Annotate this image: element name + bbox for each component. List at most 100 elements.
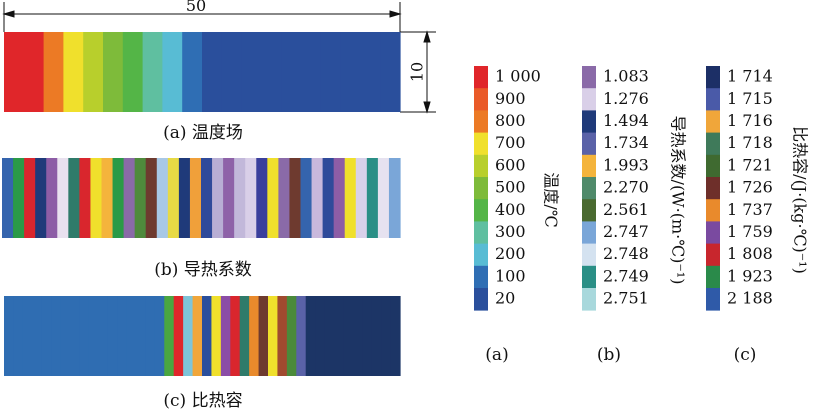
- specific-heat-band: [220, 296, 231, 376]
- conductivity-band: [24, 158, 36, 238]
- specific-heat-band: [117, 296, 128, 376]
- conductivity-band: [35, 158, 47, 238]
- conductivity-band: [355, 158, 368, 238]
- temperature-band: [63, 32, 84, 112]
- legend-title-temperature: 温度/℃: [542, 172, 561, 227]
- specific-heat-band: [136, 296, 147, 376]
- temperature-band: [360, 32, 381, 112]
- temperature-band: [142, 32, 163, 112]
- temperature-legend-swatch: [474, 243, 488, 267]
- conductivity-band: [178, 158, 191, 238]
- temperature-legend: 1 000 900 800 700 600 500 400 300 200 100 20: [474, 66, 541, 311]
- specific-heat-legend-label: 1 715: [727, 89, 773, 108]
- conductivity-band: [79, 158, 92, 238]
- conductivity-legend-label: 1.494: [603, 111, 649, 130]
- specific-heat-legend-label: 1 718: [727, 133, 773, 152]
- temperature-legend-label: 700: [495, 133, 526, 152]
- specific-heat-legend: 1 714 1 715 1 716 1 718 1 721 1 726 1 737 1 759…: [706, 66, 773, 311]
- conductivity-band: [333, 158, 346, 238]
- conductivity-legend-label: 2.748: [603, 244, 649, 263]
- temperature-legend-swatch: [474, 88, 488, 111]
- temperature-band: [122, 32, 144, 112]
- specific-heat-band: [183, 296, 194, 376]
- temperature-band: [340, 32, 361, 112]
- thermal-conductivity-strip: [2, 158, 401, 238]
- temperature-legend-swatch: [474, 110, 488, 133]
- specific-heat-legend-swatch: [706, 199, 720, 222]
- conductivity-band: [156, 158, 169, 238]
- conductivity-legend-swatch: [582, 66, 596, 89]
- specific-heat-band: [98, 296, 109, 376]
- temperature-legend-label: 500: [495, 178, 526, 197]
- conductivity-legend-swatch: [582, 199, 596, 222]
- specific-heat-legend-label: 1 726: [727, 178, 773, 197]
- conductivity-band: [223, 158, 235, 238]
- conductivity-band: [300, 158, 313, 238]
- temperature-band: [23, 32, 45, 112]
- temperature-band: [380, 32, 401, 112]
- temperature-legend-label: 1 000: [495, 67, 541, 86]
- temperature-legend-label: 300: [495, 222, 526, 241]
- conductivity-band: [134, 158, 147, 238]
- specific-heat-band: [192, 296, 203, 376]
- conductivity-band: [57, 158, 69, 238]
- conductivity-legend-swatch: [582, 88, 596, 111]
- conductivity-legend-label: 1.083: [603, 67, 649, 86]
- specific-heat-band: [334, 296, 345, 376]
- conductivity-legend-swatch: [582, 243, 596, 267]
- conductivity-band: [112, 158, 125, 238]
- conductivity-legend-label: 1.276: [603, 89, 649, 108]
- specific-heat-legend-swatch: [706, 154, 720, 178]
- conductivity-legend-swatch: [582, 154, 596, 178]
- conductivity-legend-label: 2.751: [603, 289, 649, 308]
- conductivity-band: [189, 158, 202, 238]
- temperature-legend-swatch: [474, 177, 488, 200]
- conductivity-band: [267, 158, 279, 238]
- conductivity-band: [322, 158, 335, 238]
- strip-caption-conductivity: (b) 导热系数: [154, 260, 252, 280]
- temperature-band: [320, 32, 342, 112]
- legend-caption-b: (b): [597, 345, 621, 365]
- specific-heat-band: [173, 296, 184, 376]
- temperature-legend-label: 200: [495, 244, 526, 263]
- specific-heat-band: [324, 296, 335, 376]
- temperature-legend-swatch: [474, 66, 488, 89]
- conductivity-legend-label: 2.561: [603, 200, 649, 219]
- specific-heat-band: [296, 296, 307, 376]
- temperature-legend-swatch: [474, 221, 488, 244]
- temperature-band: [281, 32, 302, 112]
- conductivity-band: [377, 158, 390, 238]
- conductivity-band: [278, 158, 291, 238]
- temperature-legend-label: 20: [495, 289, 515, 308]
- temperature-band: [43, 32, 64, 112]
- specific-heat-band: [286, 296, 297, 376]
- temperature-legend-swatch: [474, 265, 488, 289]
- specific-heat-band: [60, 296, 71, 376]
- temperature-legend-label: 800: [495, 111, 526, 130]
- conductivity-legend-label: 2.747: [603, 222, 649, 241]
- conductivity-band: [201, 158, 213, 238]
- specific-heat-band: [211, 296, 222, 376]
- specific-heat-band: [79, 296, 90, 376]
- conductivity-band: [68, 158, 80, 238]
- temperature-legend-swatch: [474, 288, 488, 311]
- specific-heat-legend-swatch: [706, 177, 720, 200]
- legend-title-specific-heat: 比热容/(J·(kg·℃)⁻¹): [791, 126, 810, 274]
- conductivity-band: [388, 158, 401, 238]
- specific-heat-legend-label: 1 808: [727, 244, 773, 263]
- specific-heat-band: [13, 296, 24, 376]
- specific-heat-band: [268, 296, 279, 376]
- temperature-legend-label: 400: [495, 200, 526, 219]
- temperature-band: [4, 32, 25, 112]
- specific-heat-legend-label: 1 737: [727, 200, 773, 219]
- conductivity-legend-swatch: [582, 110, 596, 133]
- specific-heat-band: [88, 296, 99, 376]
- specific-heat-band: [41, 296, 52, 376]
- temperature-legend-label: 900: [495, 89, 526, 108]
- conductivity-band: [2, 158, 14, 238]
- specific-heat-band: [381, 296, 392, 376]
- specific-heat-legend-swatch: [706, 88, 720, 111]
- strip-caption-temperature: (a) 温度场: [163, 123, 243, 143]
- specific-heat-band: [315, 296, 326, 376]
